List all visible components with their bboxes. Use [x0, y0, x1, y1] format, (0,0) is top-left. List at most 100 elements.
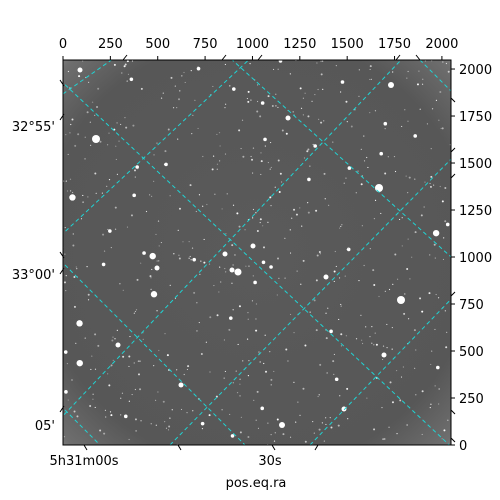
star — [122, 289, 124, 291]
star — [70, 123, 72, 126]
star — [240, 416, 242, 418]
star — [340, 345, 342, 347]
star — [218, 291, 220, 293]
star — [236, 392, 239, 394]
star — [94, 368, 97, 370]
star — [270, 434, 272, 436]
star — [167, 128, 170, 131]
star — [358, 95, 360, 97]
star — [358, 279, 360, 282]
star — [231, 244, 234, 247]
star — [433, 184, 435, 186]
star — [209, 316, 212, 319]
star — [372, 269, 375, 272]
star — [324, 198, 326, 200]
star — [150, 277, 152, 279]
grid-line — [169, 158, 451, 445]
star — [371, 326, 373, 328]
star — [250, 99, 252, 101]
star — [302, 114, 304, 116]
bright-star — [341, 406, 347, 412]
star — [431, 350, 433, 352]
star — [140, 420, 142, 422]
star — [363, 135, 365, 137]
star — [328, 204, 330, 206]
x-axis-label: pos.eq.ra — [226, 476, 287, 491]
star — [318, 118, 320, 120]
star — [413, 329, 416, 332]
star — [209, 371, 211, 373]
star — [229, 316, 233, 320]
star — [200, 260, 202, 262]
top-tick-label: 500 — [145, 37, 170, 52]
star — [430, 363, 432, 366]
star — [87, 293, 90, 296]
star — [333, 373, 335, 375]
sky-image — [62, 59, 452, 446]
star — [300, 107, 303, 109]
star — [320, 60, 322, 62]
star — [429, 182, 431, 185]
star — [312, 420, 314, 423]
star — [172, 107, 175, 109]
star — [107, 373, 109, 375]
star — [414, 178, 416, 180]
star — [270, 204, 272, 207]
star — [255, 212, 257, 214]
star — [174, 297, 177, 300]
star — [191, 133, 193, 135]
star — [311, 100, 313, 102]
star — [434, 385, 436, 387]
star — [277, 257, 280, 260]
star — [260, 173, 262, 176]
star — [399, 399, 402, 402]
star — [155, 233, 157, 236]
star — [221, 208, 223, 210]
star — [278, 60, 283, 63]
right-tick-label: 0 — [459, 439, 467, 454]
star — [347, 166, 352, 170]
star — [383, 121, 388, 126]
star — [325, 417, 327, 419]
star — [421, 433, 423, 436]
star — [340, 333, 343, 336]
star — [408, 176, 411, 179]
star — [168, 425, 171, 428]
star — [327, 307, 329, 309]
star — [120, 123, 122, 126]
star — [102, 233, 105, 236]
star — [309, 165, 311, 167]
star — [192, 410, 194, 412]
star — [219, 266, 221, 268]
star — [112, 336, 114, 338]
star — [257, 427, 260, 429]
star — [269, 196, 272, 199]
star — [442, 258, 445, 261]
star — [118, 140, 120, 142]
star — [369, 65, 372, 68]
star — [320, 121, 323, 124]
star — [303, 157, 306, 159]
star — [307, 115, 310, 118]
star — [355, 338, 358, 340]
star — [317, 395, 319, 398]
star — [244, 229, 246, 231]
star — [363, 160, 366, 162]
star — [78, 75, 81, 78]
star — [340, 80, 345, 84]
star — [346, 121, 348, 123]
star — [369, 112, 371, 114]
star — [401, 125, 403, 128]
star — [150, 291, 158, 298]
star — [67, 153, 69, 156]
top-tick-label: 1000 — [236, 37, 269, 52]
star — [242, 155, 245, 158]
star — [346, 247, 351, 252]
star — [252, 147, 255, 149]
star — [120, 414, 122, 416]
star — [198, 194, 201, 196]
star — [132, 193, 136, 198]
star — [133, 362, 135, 364]
star — [108, 132, 110, 134]
star — [386, 323, 388, 326]
